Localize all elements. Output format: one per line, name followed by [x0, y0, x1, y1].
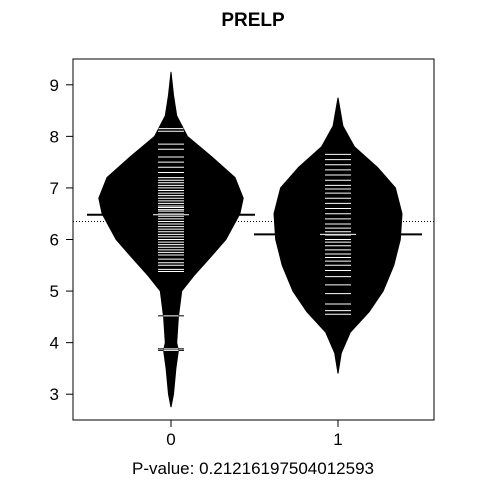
x-tick-label: 1: [333, 430, 342, 449]
plot-frame: [72, 58, 435, 421]
y-tick-label: 9: [50, 76, 59, 95]
x-axis-label: P-value: 0.21216197504012593: [132, 459, 374, 478]
y-tick-label: 6: [50, 231, 59, 250]
x-tick-label: 0: [166, 430, 175, 449]
beans-group: [73, 71, 434, 408]
y-tick-label: 8: [50, 127, 59, 146]
y-tick-label: 4: [50, 334, 59, 353]
y-tick-label: 3: [50, 385, 59, 404]
y-axis: 3 4 5 6 7 8 9: [50, 76, 73, 404]
y-tick-label: 7: [50, 179, 59, 198]
y-tick-label: 5: [50, 282, 59, 301]
chart-title: PRELP: [221, 10, 285, 31]
